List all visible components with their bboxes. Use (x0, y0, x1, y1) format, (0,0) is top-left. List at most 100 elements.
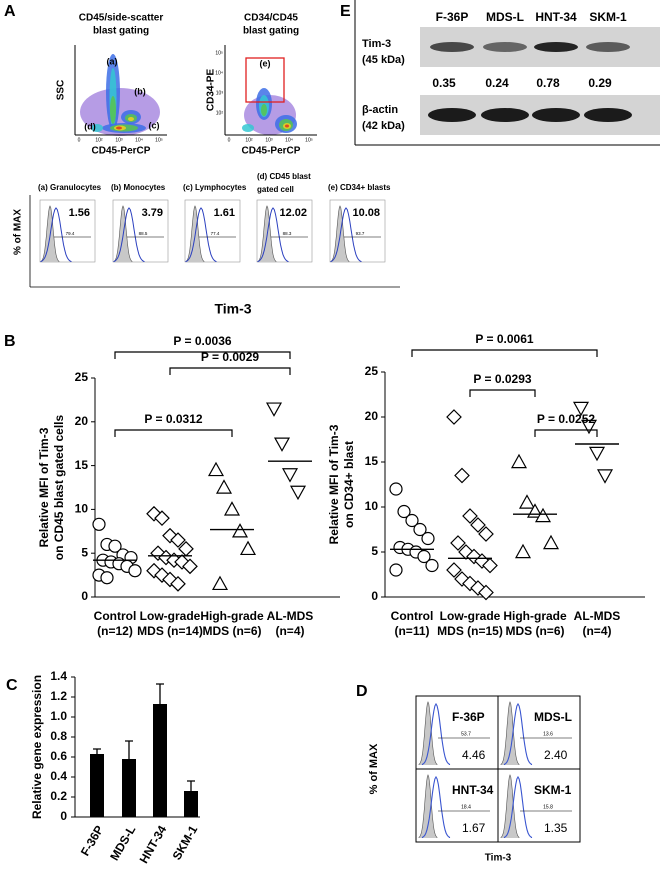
y-tick-label: 10 (75, 502, 89, 516)
error-bar (187, 780, 195, 791)
data-point (223, 501, 241, 516)
data-point (265, 402, 283, 417)
row-label: (42 kDa) (362, 120, 405, 132)
plot-title: CD45/side-scatter (79, 13, 164, 24)
cell-population (110, 96, 116, 124)
isotype-curve (500, 701, 520, 765)
blot-band (481, 108, 529, 122)
significance-bracket (411, 349, 598, 357)
y-axis-label: on CD34+ blast (342, 441, 356, 528)
gate-value: 79.4 (66, 231, 75, 236)
y-axis-label: % of MAX (368, 743, 380, 794)
percent-positive: 1.61 (214, 207, 235, 219)
cell-line-label: MDS-L (534, 710, 572, 724)
percent-positive: 1.56 (69, 207, 90, 219)
y-tick-label: 0.4 (50, 769, 67, 783)
x-tick-label: 10⁵ (155, 137, 163, 143)
gate-label: (e) (260, 58, 271, 68)
percent-positive: 2.40 (544, 748, 568, 762)
panel-letter: A (4, 3, 16, 20)
significance-bracket (469, 389, 536, 397)
cell-population (80, 88, 160, 136)
x-tick-label: F-36P (78, 823, 106, 858)
plot-title: (e) CD34+ blasts (328, 183, 391, 192)
x-tick-label: High-grade (503, 609, 567, 623)
x-tick-label: MDS (n=15) (437, 624, 503, 638)
lane-label: HNT-34 (535, 10, 577, 24)
y-tick-label: 25 (75, 370, 89, 384)
tim3-curve (503, 702, 533, 765)
plot-title: CD34/CD45 (244, 13, 298, 24)
p-value: P = 0.0293 (473, 372, 531, 386)
data-point (580, 419, 598, 435)
y-tick-label: 15 (365, 454, 379, 468)
data-point (128, 564, 142, 578)
cell-population (242, 124, 254, 132)
significance-bracket (534, 429, 598, 437)
y-tick-label: 5 (81, 545, 88, 559)
x-axis-label: Tim-3 (485, 853, 512, 864)
lane-label: F-36P (436, 10, 469, 24)
bar (122, 759, 136, 817)
data-point (154, 510, 170, 527)
isotype-curve (500, 774, 520, 838)
data-point (542, 534, 560, 550)
data-point (108, 539, 122, 553)
band-ratio: 0.29 (588, 76, 612, 90)
data-point (389, 563, 403, 577)
panel-letter: E (340, 3, 351, 20)
bar (90, 754, 104, 817)
p-value: P = 0.0029 (201, 350, 259, 364)
x-tick-label: Low-grade (140, 609, 201, 623)
data-point (446, 409, 462, 425)
blot-band (532, 108, 580, 122)
x-tick-label: MDS (n=6) (505, 624, 564, 638)
data-point (405, 513, 419, 528)
gate-value: 53.7 (461, 731, 471, 737)
data-point (518, 494, 536, 509)
y-tick-label: 0.8 (50, 729, 67, 743)
blot-band (586, 42, 630, 52)
tim3-curve (257, 207, 289, 262)
x-tick-label: 10⁴ (135, 137, 143, 143)
band-ratio: 0.35 (432, 76, 456, 90)
p-value: P = 0.0036 (173, 334, 231, 348)
x-tick-label: 10² (245, 137, 253, 143)
x-tick-label: 0 (228, 137, 231, 143)
y-axis-label: on CD45 blast gated cells (52, 414, 66, 560)
y-tick-label: 0.2 (50, 789, 67, 803)
data-point (211, 575, 229, 591)
tim3-curve (113, 207, 145, 262)
gate-label: (a) (107, 56, 118, 66)
data-point (446, 562, 462, 578)
data-point (596, 469, 614, 484)
data-point (534, 507, 552, 523)
gate-box (245, 57, 285, 103)
gate-value: 77.4 (211, 231, 220, 236)
x-tick-label: (n=11) (394, 624, 429, 638)
y-tick-label: 20 (365, 409, 379, 423)
gate-label: (d) (84, 121, 96, 131)
gate-value: 13.6 (543, 731, 553, 737)
significance-bracket (169, 367, 291, 375)
y-tick-label: 5 (371, 544, 378, 558)
isotype-curve (418, 701, 438, 765)
plot-title: (a) Granulocytes (38, 183, 102, 192)
row-label: β-actin (362, 104, 398, 116)
data-point (425, 558, 439, 573)
data-point (397, 504, 411, 519)
tim3-curve (40, 207, 72, 262)
plot-title: blast gating (243, 26, 299, 37)
tim3-curve (503, 775, 533, 838)
data-point (215, 479, 233, 494)
data-point (510, 453, 528, 469)
data-point (588, 446, 606, 462)
data-point (462, 508, 478, 524)
y-tick-label: 10³ (216, 90, 224, 96)
x-tick-label: (n=12) (97, 624, 133, 638)
data-point (170, 576, 186, 592)
x-tick-label: 10² (95, 137, 103, 143)
data-point (273, 437, 291, 452)
x-tick-label: (n=4) (582, 624, 611, 638)
plot-title: (c) Lymphocytes (183, 183, 247, 192)
